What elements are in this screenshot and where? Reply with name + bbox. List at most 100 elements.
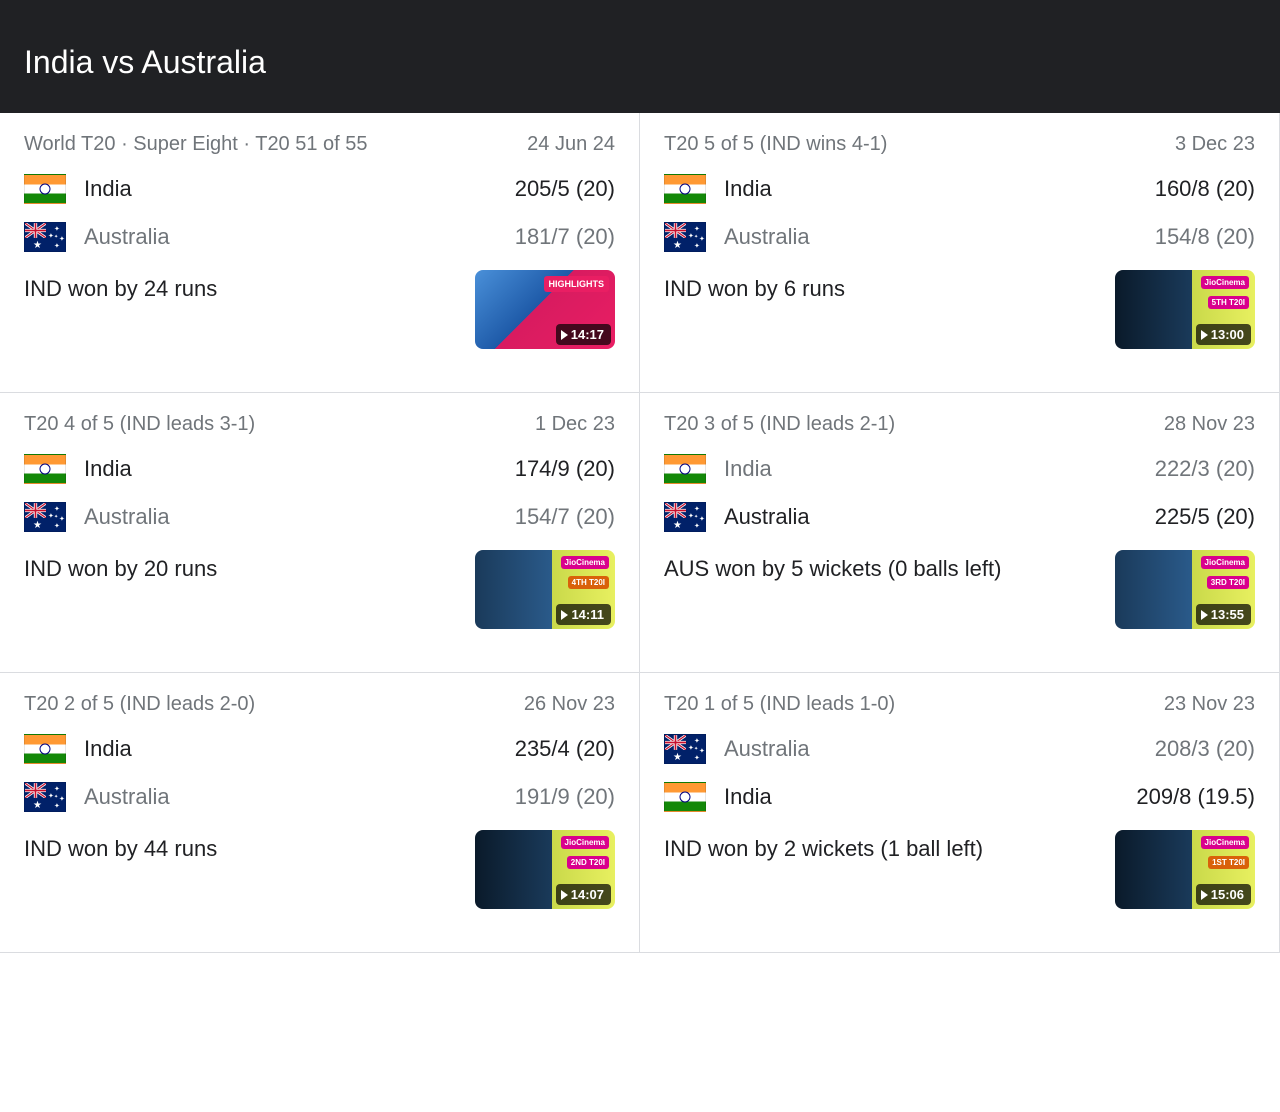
card-top: T20 2 of 5 (IND leads 2-0) 26 Nov 23	[24, 693, 615, 716]
match-date: 1 Dec 23	[535, 413, 615, 436]
video-duration: 13:00	[1196, 324, 1251, 345]
team-name: Australia	[724, 736, 810, 762]
match-result: IND won by 44 runs	[24, 830, 459, 862]
video-thumbnail[interactable]: JioCinema 5TH T20I 13:00	[1115, 270, 1255, 349]
team-score: 208/3 (20)	[1155, 736, 1255, 762]
card-top: T20 3 of 5 (IND leads 2-1) 28 Nov 23	[664, 413, 1255, 436]
video-duration: 14:07	[556, 884, 611, 905]
match-context: T20 2 of 5 (IND leads 2-0)	[24, 693, 255, 716]
highlights-badge: HIGHLIGHTS	[544, 276, 610, 292]
video-thumbnail[interactable]: JioCinema 2ND T20I 14:07	[475, 830, 615, 909]
team-score: 209/8 (19.5)	[1136, 784, 1255, 810]
flag-india-icon	[24, 174, 66, 204]
team-row: India 209/8 (19.5)	[664, 782, 1255, 812]
match-card[interactable]: World T20 · Super Eight · T20 51 of 55 24…	[0, 113, 640, 393]
match-card[interactable]: T20 1 of 5 (IND leads 1-0) 23 Nov 23 ★✦✦✦✦…	[640, 673, 1280, 953]
play-icon	[1201, 890, 1208, 900]
team-row: ★✦✦✦✦✦Australia154/7 (20)	[24, 502, 615, 532]
play-icon	[561, 610, 568, 620]
match-badge: 1ST T20I	[1208, 856, 1249, 869]
team-row: ★✦✦✦✦✦ Australia 225/5 (20)	[664, 502, 1255, 532]
play-icon	[561, 330, 568, 340]
team-row: ★✦✦✦✦✦Australia154/8 (20)	[664, 222, 1255, 252]
team-score: 225/5 (20)	[1155, 504, 1255, 530]
match-card[interactable]: T20 5 of 5 (IND wins 4-1) 3 Dec 23 India 16…	[640, 113, 1280, 393]
card-top: T20 1 of 5 (IND leads 1-0) 23 Nov 23	[664, 693, 1255, 716]
team-row: ★✦✦✦✦✦ Australia 208/3 (20)	[664, 734, 1255, 764]
match-badge: 4TH T20I	[568, 576, 609, 589]
match-context: T20 5 of 5 (IND wins 4-1)	[664, 133, 887, 156]
match-result: IND won by 24 runs	[24, 270, 459, 302]
team-name: India	[724, 176, 772, 202]
match-card[interactable]: T20 4 of 5 (IND leads 3-1) 1 Dec 23 India 1…	[0, 393, 640, 673]
team-score: 191/9 (20)	[515, 784, 615, 810]
team-score: 222/3 (20)	[1155, 456, 1255, 482]
match-date: 23 Nov 23	[1164, 693, 1255, 716]
team-name: India	[84, 176, 132, 202]
match-context: T20 1 of 5 (IND leads 1-0)	[664, 693, 895, 716]
match-context: World T20 · Super Eight · T20 51 of 55	[24, 133, 368, 156]
match-result: AUS won by 5 wickets (0 balls left)	[664, 550, 1099, 582]
team-score: 154/8 (20)	[1155, 224, 1255, 250]
match-date: 26 Nov 23	[524, 693, 615, 716]
team-name: India	[84, 736, 132, 762]
team-score: 174/9 (20)	[515, 456, 615, 482]
match-badge: 5TH T20I	[1208, 296, 1249, 309]
video-duration: 13:55	[1196, 604, 1251, 625]
video-thumbnail[interactable]: JioCinema 4TH T20I 14:11	[475, 550, 615, 629]
video-thumbnail[interactable]: JioCinema 3RD T20I 13:55	[1115, 550, 1255, 629]
flag-australia-icon: ★✦✦✦✦✦	[664, 734, 706, 764]
team-name: Australia	[724, 224, 810, 250]
video-duration: 14:11	[556, 604, 611, 625]
team-score: 235/4 (20)	[515, 736, 615, 762]
flag-australia-icon: ★✦✦✦✦✦	[24, 502, 66, 532]
team-row: India 205/5 (20)	[24, 174, 615, 204]
match-badge: 3RD T20I	[1207, 576, 1249, 589]
jiocinema-badge: JioCinema	[1201, 276, 1249, 289]
team-score: 154/7 (20)	[515, 504, 615, 530]
team-score: 160/8 (20)	[1155, 176, 1255, 202]
match-date: 3 Dec 23	[1175, 133, 1255, 156]
jiocinema-badge: JioCinema	[1201, 836, 1249, 849]
team-name: India	[724, 784, 772, 810]
jiocinema-badge: JioCinema	[561, 836, 609, 849]
match-result: IND won by 6 runs	[664, 270, 1099, 302]
match-context: T20 3 of 5 (IND leads 2-1)	[664, 413, 895, 436]
team-name: Australia	[724, 504, 810, 530]
match-badge: 2ND T20I	[567, 856, 609, 869]
team-name: India	[724, 456, 772, 482]
match-date: 28 Nov 23	[1164, 413, 1255, 436]
page-title: India vs Australia	[24, 44, 1256, 81]
team-name: Australia	[84, 224, 170, 250]
flag-india-icon	[664, 782, 706, 812]
team-row: ★✦✦✦✦✦Australia181/7 (20)	[24, 222, 615, 252]
team-name: Australia	[84, 784, 170, 810]
flag-india-icon	[664, 174, 706, 204]
match-result: IND won by 2 wickets (1 ball left)	[664, 830, 1099, 862]
jiocinema-badge: JioCinema	[1201, 556, 1249, 569]
video-duration: 14:17	[556, 324, 611, 345]
match-card[interactable]: T20 3 of 5 (IND leads 2-1) 28 Nov 23 India…	[640, 393, 1280, 673]
video-duration: 15:06	[1196, 884, 1251, 905]
play-icon	[561, 890, 568, 900]
match-grid: World T20 · Super Eight · T20 51 of 55 24…	[0, 113, 1280, 953]
play-icon	[1201, 330, 1208, 340]
flag-india-icon	[24, 734, 66, 764]
video-thumbnail[interactable]: HIGHLIGHTS 14:17	[475, 270, 615, 349]
match-context: T20 4 of 5 (IND leads 3-1)	[24, 413, 255, 436]
team-score: 205/5 (20)	[515, 176, 615, 202]
team-row: India 174/9 (20)	[24, 454, 615, 484]
match-card[interactable]: T20 2 of 5 (IND leads 2-0) 26 Nov 23 India…	[0, 673, 640, 953]
flag-australia-icon: ★✦✦✦✦✦	[664, 502, 706, 532]
card-top: World T20 · Super Eight · T20 51 of 55 24…	[24, 133, 615, 156]
team-row: ★✦✦✦✦✦ Australia 191/9 (20)	[24, 782, 615, 812]
match-date: 24 Jun 24	[527, 133, 615, 156]
video-thumbnail[interactable]: JioCinema 1ST T20I 15:06	[1115, 830, 1255, 909]
flag-india-icon	[24, 454, 66, 484]
team-row: India 235/4 (20)	[24, 734, 615, 764]
jiocinema-badge: JioCinema	[561, 556, 609, 569]
page-header: India vs Australia	[0, 0, 1280, 113]
team-name: India	[84, 456, 132, 482]
team-row: India 160/8 (20)	[664, 174, 1255, 204]
flag-australia-icon: ★✦✦✦✦✦	[24, 782, 66, 812]
